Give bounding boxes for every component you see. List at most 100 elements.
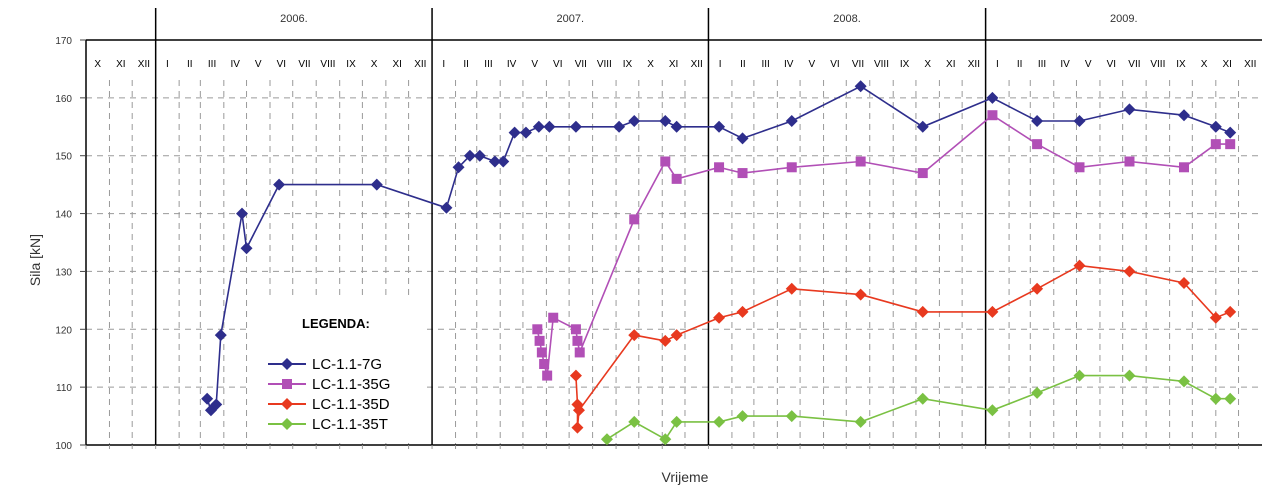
data-point: [210, 398, 223, 411]
y-tick-label: 150: [55, 152, 72, 163]
data-point: [519, 126, 532, 139]
data-point: [1073, 369, 1086, 382]
month-label: XII: [691, 59, 703, 70]
data-point: [1031, 282, 1044, 295]
data-point: [571, 421, 584, 434]
data-point: [1225, 139, 1236, 150]
data-point: [854, 288, 867, 301]
data-point: [534, 335, 545, 346]
data-point: [201, 392, 214, 405]
month-label: XI: [393, 59, 402, 70]
data-point: [671, 173, 682, 184]
data-point: [235, 207, 248, 220]
month-label: XII: [414, 59, 426, 70]
data-point: [1209, 392, 1222, 405]
data-point: [659, 115, 672, 127]
data-point: [569, 369, 582, 382]
month-label: I: [996, 59, 999, 70]
data-point: [1031, 386, 1044, 399]
data-point: [916, 305, 929, 318]
month-label: VII: [1128, 59, 1140, 70]
data-point: [572, 335, 583, 346]
data-point: [1178, 109, 1191, 122]
legend-label: LC-1.1-7G: [312, 356, 382, 373]
legend-marker: [281, 358, 293, 370]
year-label: 2009.: [1110, 13, 1138, 25]
month-label: V: [531, 59, 538, 70]
legend-marker: [281, 418, 293, 430]
legend-label: LC-1.1-35T: [312, 416, 388, 433]
series-lc-1-1-7g: [201, 80, 1237, 417]
month-label: IX: [900, 59, 910, 70]
data-point: [670, 120, 683, 133]
data-point: [273, 178, 286, 191]
data-point: [532, 120, 545, 133]
month-label: III: [761, 59, 769, 70]
data-point: [1178, 375, 1191, 388]
month-label: VII: [575, 59, 587, 70]
data-point: [1224, 305, 1237, 318]
data-point: [785, 282, 798, 295]
data-point: [542, 370, 553, 381]
year-label: 2008.: [833, 13, 861, 25]
data-point: [536, 347, 547, 358]
legend-entry: LC-1.1-35G: [268, 376, 390, 393]
month-label: XI: [116, 59, 125, 70]
data-point: [488, 155, 501, 168]
month-label: II: [740, 59, 746, 70]
series-lc-1-1-35g: [532, 110, 1236, 381]
data-point: [1178, 277, 1191, 289]
legend-entry: LC-1.1-7G: [268, 356, 382, 373]
month-label: VI: [1107, 59, 1116, 70]
data-point: [854, 80, 867, 93]
data-point: [1210, 139, 1221, 150]
data-point: [736, 132, 749, 145]
series-group: [201, 80, 1237, 446]
data-point: [1179, 162, 1190, 173]
year-label: 2007.: [556, 13, 584, 25]
data-point: [570, 324, 581, 335]
data-point: [452, 161, 465, 174]
y-tick-label: 110: [56, 383, 72, 394]
data-point: [214, 329, 227, 342]
data-point: [660, 156, 671, 167]
data-point: [736, 305, 749, 318]
data-point: [240, 242, 253, 255]
month-label: VIII: [874, 59, 889, 70]
data-point: [628, 115, 641, 127]
x-axis-title: Vrijeme: [662, 469, 709, 485]
data-point: [1073, 259, 1086, 272]
data-point: [1209, 311, 1222, 324]
legend-background: [248, 300, 426, 440]
data-point: [986, 91, 999, 104]
month-label: VIII: [597, 59, 612, 70]
legend-label: LC-1.1-35G: [312, 376, 390, 393]
data-point: [713, 311, 726, 324]
data-point: [473, 149, 486, 162]
y-tick-label: 130: [55, 267, 72, 278]
month-label: I: [166, 59, 169, 70]
data-point: [1032, 139, 1043, 150]
month-label: X: [94, 59, 101, 70]
y-tick-label: 100: [55, 441, 72, 452]
series-line: [606, 374, 1231, 441]
data-point: [713, 415, 726, 428]
month-label: II: [1017, 59, 1023, 70]
data-point: [463, 149, 476, 162]
data-point: [1123, 103, 1136, 116]
data-point: [628, 329, 641, 342]
month-label: III: [1038, 59, 1046, 70]
y-axis-title: Sila [kN]: [27, 234, 43, 286]
month-label: VII: [298, 59, 310, 70]
month-label: VI: [830, 59, 839, 70]
data-point: [854, 415, 867, 428]
data-point: [916, 392, 929, 405]
data-point: [1123, 369, 1136, 382]
month-label: XII: [138, 59, 150, 70]
data-point: [574, 347, 585, 358]
legend-entry: LC-1.1-35T: [268, 416, 388, 433]
data-point: [1073, 115, 1086, 127]
data-point: [714, 162, 725, 173]
legend-title: LEGENDA:: [302, 316, 370, 331]
